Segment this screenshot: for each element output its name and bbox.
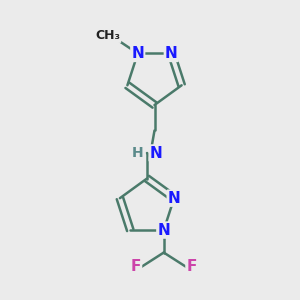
Text: F: F — [187, 260, 197, 274]
Text: CH₃: CH₃ — [95, 29, 120, 42]
Text: N: N — [158, 223, 170, 238]
Text: N: N — [165, 46, 178, 61]
Text: N: N — [168, 191, 181, 206]
Text: H: H — [131, 146, 143, 160]
Text: N: N — [150, 146, 162, 160]
Text: N: N — [131, 46, 144, 61]
Text: F: F — [131, 260, 141, 274]
